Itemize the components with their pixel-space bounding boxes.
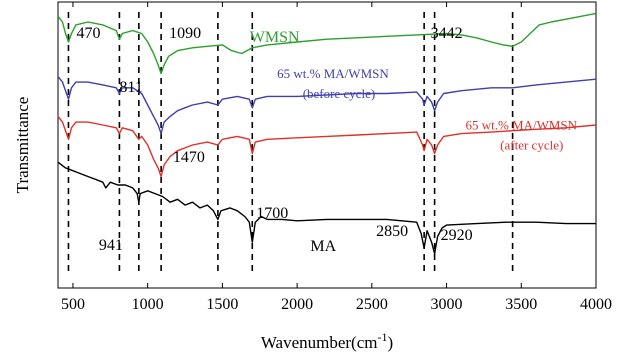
peak-label-1470: 1470 xyxy=(173,149,205,166)
series-label-1: 65 wt.% MA/WMSN xyxy=(277,66,389,81)
series-label-3: 65 wt.% MA/WMSN xyxy=(465,117,577,132)
x-axis-title-close: ) xyxy=(387,333,393,352)
x-tick-label-4000: 4000 xyxy=(580,296,612,313)
peak-label-1700: 1700 xyxy=(256,205,288,222)
series-line-0 xyxy=(57,12,597,75)
series-line-2 xyxy=(57,115,597,178)
peak-label-811: 811 xyxy=(119,79,142,96)
x-axis-ticks: 500 1000 1500 2000 2500 3000 3500 4000 xyxy=(61,2,612,313)
x-axis-title: Wavenumber(cm-1) xyxy=(261,330,393,352)
y-axis-title: Transmittance xyxy=(13,97,32,194)
x-axis-title-sup: -1 xyxy=(377,330,387,344)
series-line-3 xyxy=(57,161,596,255)
x-tick-label-1000: 1000 xyxy=(132,296,164,313)
x-tick-label-1500: 1500 xyxy=(206,296,238,313)
peak-label-1090: 1090 xyxy=(169,25,201,42)
peak-labels: 470 811 1090 3442 1470 1700 941 2850 2920 xyxy=(76,25,472,254)
peak-label-3442: 3442 xyxy=(431,25,463,42)
x-tick-label-2000: 2000 xyxy=(281,296,313,313)
series-label-2: (before cycle) xyxy=(303,86,376,101)
x-axis-title-main: Wavenumber(cm xyxy=(261,333,378,352)
x-tick-label-3000: 3000 xyxy=(431,296,463,313)
series-label-5: MA xyxy=(310,238,336,255)
peak-label-2850: 2850 xyxy=(376,223,408,240)
peak-label-470: 470 xyxy=(76,25,100,42)
peak-label-2920: 2920 xyxy=(441,227,473,244)
plot-frame xyxy=(57,1,597,289)
series-labels: WMSN 65 wt.% MA/WMSN (before cycle) 65 wt.%… xyxy=(250,29,578,255)
series-lines xyxy=(57,12,597,255)
x-tick-label-500: 500 xyxy=(61,296,85,313)
x-tick-label-2500: 2500 xyxy=(356,296,388,313)
series-line-1 xyxy=(57,75,597,135)
series-label-4: (after cycle) xyxy=(500,137,563,152)
x-tick-label-3500: 3500 xyxy=(505,296,537,313)
peak-label-941: 941 xyxy=(99,237,123,254)
series-label-0: WMSN xyxy=(250,29,300,46)
